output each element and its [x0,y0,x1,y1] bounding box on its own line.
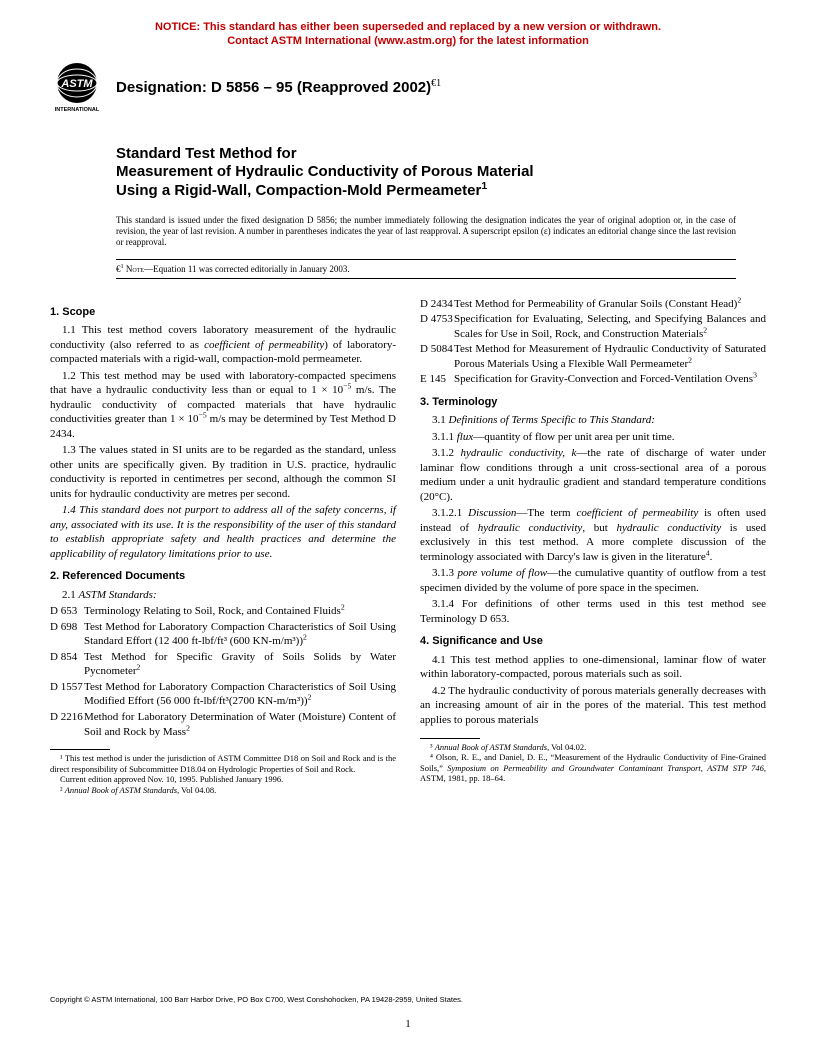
para-3-1-2-1: 3.1.2.1 Discussion—The term coefficient … [420,506,766,564]
copyright-line: Copyright © ASTM International, 100 Barr… [50,995,766,1004]
body-columns: 1. Scope 1.1 This test method covers lab… [50,297,766,796]
title-main-2: Using a Rigid-Wall, Compaction-Mold Perm… [116,182,766,201]
para-1-4: 1.4 This standard does not purport to ad… [50,503,396,561]
notice-line1: NOTICE: This standard has either been su… [155,21,661,33]
ref-item: D 854Test Method for Specific Gravity of… [50,650,396,679]
right-column: D 2434Test Method for Permeability of Gr… [420,297,766,796]
astm-logo: ASTM INTERNATIONAL [50,61,104,115]
title-main-1: Measurement of Hydraulic Conductivity of… [116,163,766,182]
title-kicker: Standard Test Method for [116,145,766,164]
sig-head: 4. Significance and Use [420,634,766,649]
term-head: 3. Terminology [420,395,766,410]
para-3-1-2: 3.1.2 hydraulic conductivity, k—the rate… [420,446,766,504]
para-1-2: 1.2 This test method may be used with la… [50,369,396,442]
footnote: ⁴ Olson, R. E., and Daniel, D. E., “Meas… [420,752,766,784]
epsilon-note: €1 Note—Equation 11 was corrected editor… [116,259,736,279]
ref-item: D 2434Test Method for Permeability of Gr… [420,297,766,312]
refs-list-right: D 2434Test Method for Permeability of Gr… [420,297,766,387]
footnotes-right: ³ Annual Book of ASTM Standards, Vol 04.… [420,738,766,785]
para-4-1: 4.1 This test method applies to one-dime… [420,653,766,682]
ref-item: D 698Test Method for Laboratory Compacti… [50,620,396,649]
para-1-3: 1.3 The values stated in SI units are to… [50,443,396,501]
footnotes-left: ¹ This test method is under the jurisdic… [50,749,396,796]
footnote: Current edition approved Nov. 10, 1995. … [50,774,396,785]
notice-line2: Contact ASTM International (www.astm.org… [227,35,589,47]
ref-item: E 145Specification for Gravity-Convectio… [420,372,766,387]
footnote: ¹ This test method is under the jurisdic… [50,753,396,774]
designation: Designation: D 5856 – 95 (Reapproved 200… [116,79,441,96]
left-column: 1. Scope 1.1 This test method covers lab… [50,297,396,796]
footnote: ³ Annual Book of ASTM Standards, Vol 04.… [420,742,766,753]
ref-item: D 1557Test Method for Laboratory Compact… [50,680,396,709]
refs-head: 2. Referenced Documents [50,569,396,584]
issuance-note: This standard is issued under the fixed … [116,215,736,249]
notice-banner: NOTICE: This standard has either been su… [50,20,766,49]
refs-list-left: D 653Terminology Relating to Soil, Rock,… [50,604,396,739]
ref-item: D 2216Method for Laboratory Determinatio… [50,710,396,739]
ref-item: D 5084Test Method for Measurement of Hyd… [420,342,766,371]
refs-sub: 2.1 ASTM Standards: [50,588,396,603]
para-3-1-1: 3.1.1 flux—quantity of flow per unit are… [420,430,766,445]
scope-head: 1. Scope [50,305,396,320]
para-3-1-4: 3.1.4 For definitions of other terms use… [420,597,766,626]
para-3-1: 3.1 Definitions of Terms Specific to Thi… [420,413,766,428]
para-1-1: 1.1 This test method covers laboratory m… [50,323,396,367]
title-block: Standard Test Method for Measurement of … [116,145,766,201]
page-number: 1 [0,1018,816,1030]
footnote: ² Annual Book of ASTM Standards, Vol 04.… [50,785,396,796]
header-row: ASTM INTERNATIONAL Designation: D 5856 –… [50,61,766,115]
designation-text: Designation: D 5856 – 95 (Reapproved 200… [116,79,431,96]
ref-item: D 653Terminology Relating to Soil, Rock,… [50,604,396,619]
para-4-2: 4.2 The hydraulic conductivity of porous… [420,684,766,728]
para-3-1-3: 3.1.3 pore volume of flow—the cumulative… [420,566,766,595]
ref-item: D 4753Specification for Evaluating, Sele… [420,312,766,341]
svg-text:INTERNATIONAL: INTERNATIONAL [55,107,100,113]
svg-text:ASTM: ASTM [60,78,93,90]
